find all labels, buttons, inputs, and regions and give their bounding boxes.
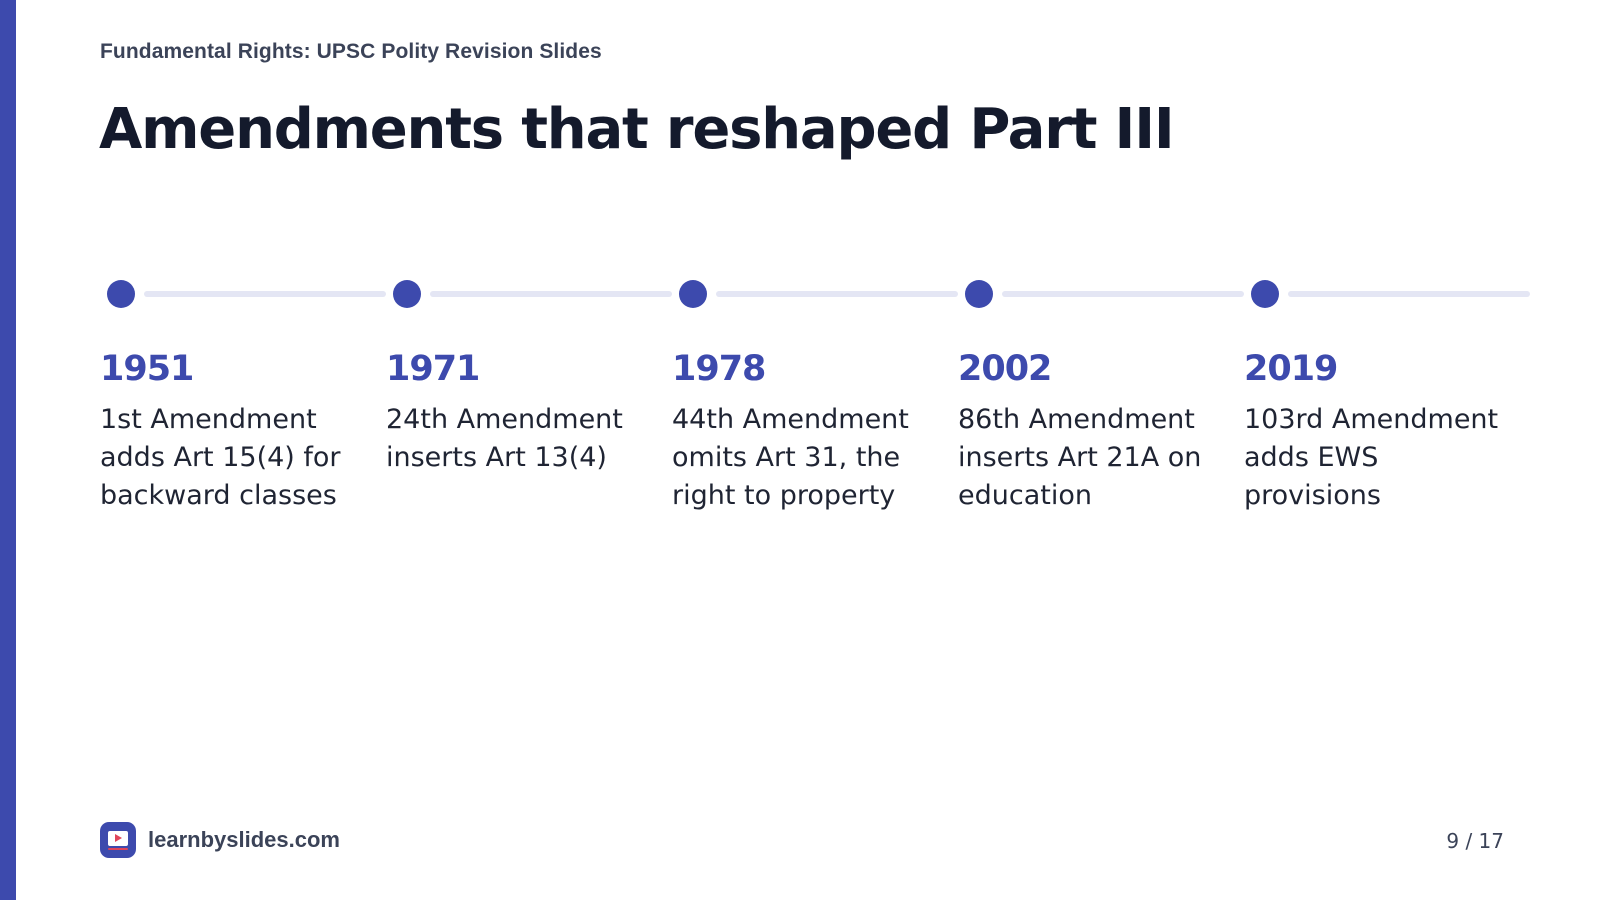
timeline-dot — [965, 280, 993, 308]
timeline-year: 1978 — [672, 349, 766, 389]
timeline-step: 2002 86th Amendment inserts Art 21A on e… — [958, 278, 1244, 515]
brand-name: learnbyslides.com — [148, 827, 340, 852]
timeline-dot — [679, 280, 707, 308]
accent-bar — [0, 0, 16, 900]
timeline-step: 1951 1st Amendment adds Art 15(4) for ba… — [100, 278, 386, 515]
timeline-dot — [393, 280, 421, 308]
page-number: 9 / 17 — [1446, 829, 1504, 853]
timeline-description: 1st Amendment adds Art 15(4) for backwar… — [100, 403, 341, 511]
timeline-step: 1978 44th Amendment omits Art 31, the ri… — [672, 278, 958, 515]
timeline-description: 44th Amendment omits Art 31, the right t… — [672, 403, 909, 511]
timeline-step: 1971 24th Amendment inserts Art 13(4) — [386, 278, 672, 515]
timeline-year: 1971 — [386, 349, 480, 389]
footer-brand[interactable]: learnbyslides.com — [100, 822, 340, 858]
timeline-year: 2019 — [1244, 349, 1338, 389]
play-screen-icon — [100, 822, 136, 858]
timeline-marker — [100, 278, 386, 308]
timeline-marker — [1244, 278, 1530, 308]
timeline-connector — [144, 291, 386, 297]
timeline-connector — [716, 291, 958, 297]
timeline-description: 24th Amendment inserts Art 13(4) — [386, 403, 623, 473]
deck-title: Fundamental Rights: UPSC Polity Revision… — [100, 40, 602, 63]
timeline-connector — [430, 291, 672, 297]
slide-title: Amendments that reshaped Part III — [99, 97, 1175, 162]
timeline-step: 2019 103rd Amendment adds EWS provisions — [1244, 278, 1530, 515]
timeline-dot — [107, 280, 135, 308]
timeline-description: 86th Amendment inserts Art 21A on educat… — [958, 403, 1202, 511]
timeline-description: 103rd Amendment adds EWS provisions — [1244, 403, 1499, 511]
timeline-year: 1951 — [100, 349, 194, 389]
timeline-marker — [958, 278, 1244, 308]
timeline-dot — [1251, 280, 1279, 308]
timeline-marker — [672, 278, 958, 308]
timeline-year: 2002 — [958, 349, 1052, 389]
timeline: 1951 1st Amendment adds Art 15(4) for ba… — [100, 278, 1530, 515]
timeline-connector — [1288, 291, 1530, 297]
timeline-marker — [386, 278, 672, 308]
timeline-connector — [1002, 291, 1244, 297]
